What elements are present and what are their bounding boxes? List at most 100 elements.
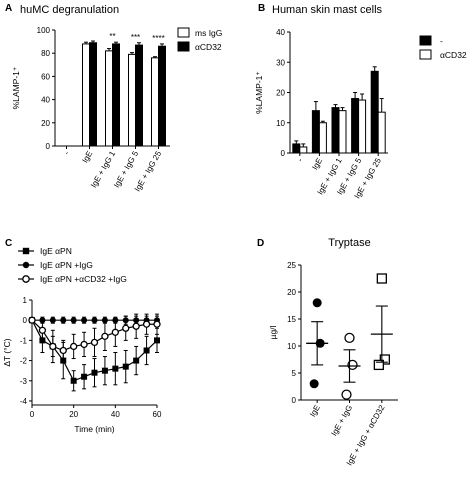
panel-a-legend-label: ms IgG [195,28,222,38]
panel-c-point [70,317,77,324]
panel-a-bar [128,53,136,147]
panel-c-point [70,342,78,351]
panel-b-y-tick-label: 10 [276,119,285,128]
panel-d-y-tick-label: 10 [287,342,296,351]
panel-c-point [39,337,46,344]
panel-b-bar [318,122,327,154]
panel-a-y-tick-label: 0 [46,142,51,151]
panel-a-significance: *** [131,33,140,42]
panel-c-point [59,346,67,355]
panel-c-point [90,338,99,347]
panel-d-x-tick-label: IgE + IgG [329,404,354,438]
panel-a-bar [112,43,120,147]
panel-a-y-tick-label: 20 [41,119,50,128]
panel-d-y-tick-label: 0 [292,396,297,405]
panel-c-legend-label: IgE αPN [40,246,72,256]
panel-a-legend-label: αCD32 [195,42,222,52]
panel-a-x-tick-label: IgE [80,150,94,165]
chart-title-a: huMC degranulation [20,4,119,16]
panel-c-point [39,317,46,324]
panel-c-point [132,322,140,330]
panel-c-point [143,347,150,354]
panel-d-y-label: µg/l [268,325,278,339]
panel-c-point [133,357,140,364]
panel-c-y-label: ΔT (°C) [2,338,12,366]
panel-c-point [60,317,67,324]
panel-c-legend-marker [22,261,30,269]
panel-d-point [312,298,322,308]
panel-a-bar [105,50,113,147]
panel-b-x-tick-label: IgE [310,157,324,172]
panel-c-point [122,324,130,332]
panel-d-y-tick-label: 5 [292,369,297,378]
panel-b-bar [299,146,308,154]
panel-c-point [101,317,108,324]
panel-c-y-tick-label: -1 [20,336,28,345]
panel-d-point [376,273,387,284]
panel-a-legend-swatch [177,27,190,38]
panel-b-y-tick-label: 20 [276,89,285,98]
panel-c-point [153,320,161,328]
panel-a-bar [151,57,159,147]
panel-b-bar [377,111,386,154]
panel-c-point [80,340,88,349]
panel-a-y-tick-label: 60 [41,72,50,81]
panel-a-bar [158,45,166,147]
panel-c-point [49,342,57,351]
panel-c-x-label: Time (min) [74,424,114,434]
panel-d-y-tick-label: 15 [287,315,296,324]
panel-label-a: A [5,3,12,14]
panel-b-y-tick-label: 40 [276,28,285,37]
panel-c-x-tick-label: 60 [153,410,162,419]
panel-c-legend-marker [22,275,30,283]
panel-c-y-tick-label: 1 [23,296,28,305]
panel-b-legend-swatch [419,35,432,46]
panel-b-bar [292,143,301,154]
panel-b-bar [370,70,379,154]
chart-title-d: Tryptase [328,237,370,249]
panel-a-significance: ** [109,32,115,41]
panel-b-x-tick-label: - [295,156,304,163]
panel-b-bar [311,110,320,154]
panel-c-point [122,363,129,370]
panel-b-legend-label: αCD32 [440,50,467,60]
panel-a-bar [89,42,97,147]
panel-c-x-tick-label: 0 [30,410,35,419]
panel-b-legend-label: - [440,36,443,46]
chart-title-b: Human skin mast cells [272,4,383,16]
panel-d-y-tick-label: 25 [287,261,296,270]
panel-c-point [70,377,77,384]
panel-a-bar [135,44,143,147]
panel-a-y-label: %LAMP-1⁺ [11,66,21,109]
panel-label-d: D [257,238,264,249]
panel-d-point [309,379,319,389]
panel-d-point [379,354,390,365]
panel-c-point [154,337,160,344]
panel-c-point [91,317,98,324]
panel-c-legend-label: IgE αPN +αCD32 +IgG [40,274,127,284]
panel-a-x-tick-label: - [62,149,71,156]
panel-d-x-tick-label: IgE [308,404,322,419]
panel-b-y-tick-label: 30 [276,58,285,67]
panel-c-y-tick-label: -4 [20,397,28,406]
panel-d-point [373,359,384,371]
panel-b-bar [351,98,360,154]
panel-b-bar [338,110,347,154]
panel-c-x-tick-label: 20 [69,410,78,419]
panel-c-point [38,326,47,334]
panel-c-point [28,316,36,324]
panel-c-point [81,373,88,380]
panel-c-y-tick-label: -3 [20,377,28,386]
panel-d-y-tick-label: 20 [287,288,296,297]
panel-c-x-tick-label: 40 [111,410,120,419]
panel-b-bar [358,99,367,154]
panel-c-point [142,320,151,328]
panel-label-c: C [5,238,12,249]
panel-d-point [341,389,352,400]
panel-c-legend-label: IgE αPN +IgG [40,260,93,270]
panel-a-y-tick-label: 80 [41,49,50,58]
panel-d-point [344,332,355,344]
panel-b-bar [331,107,340,154]
panel-a-y-tick-label: 100 [37,26,51,35]
